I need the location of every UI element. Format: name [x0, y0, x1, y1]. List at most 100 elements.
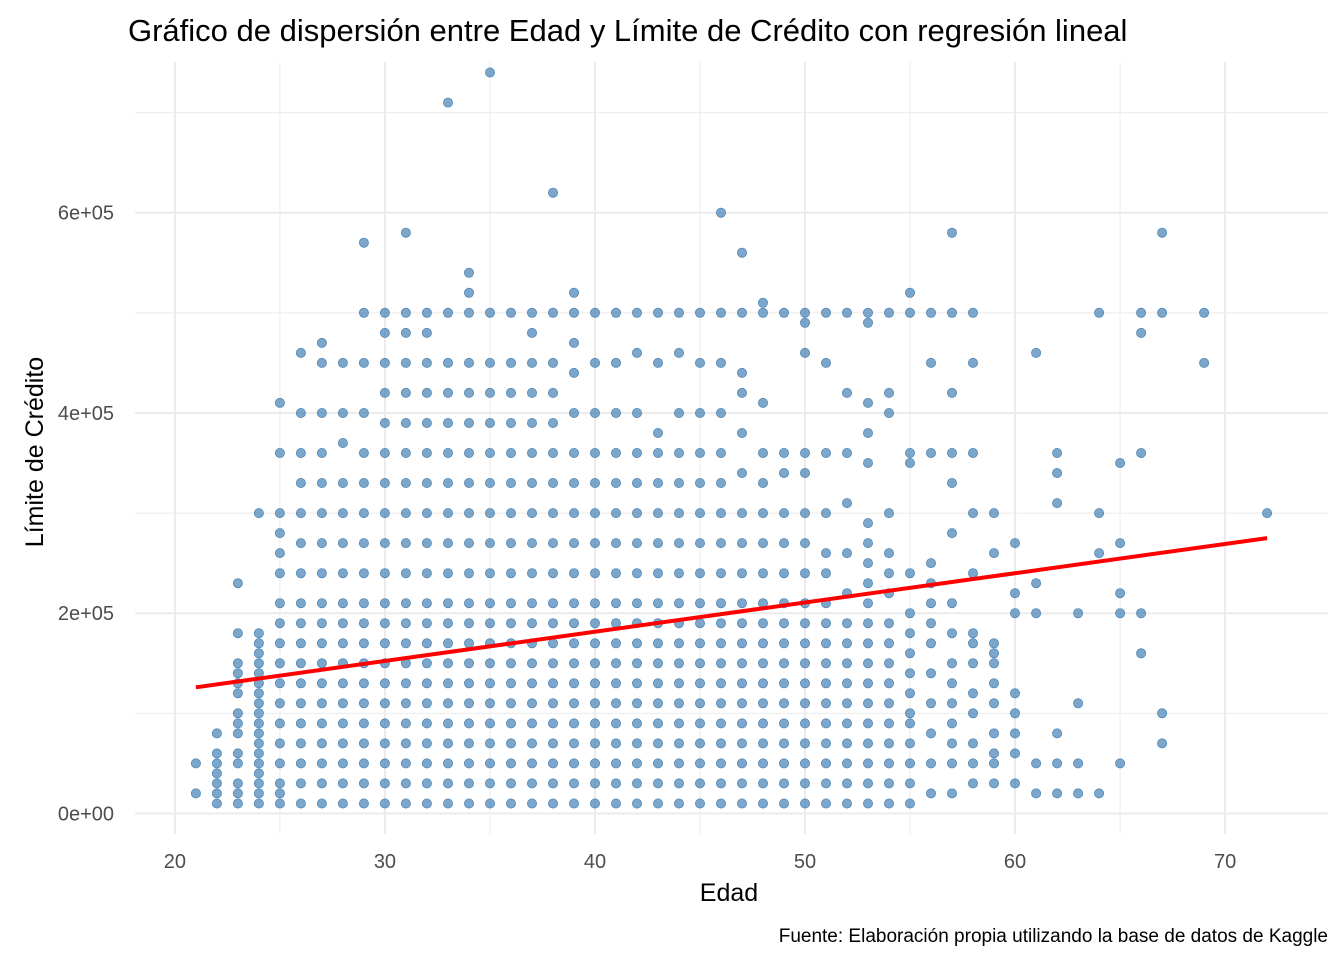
- data-point: [968, 307, 979, 318]
- data-point: [695, 407, 706, 418]
- data-point: [232, 718, 243, 729]
- data-point: [421, 538, 432, 549]
- data-point: [632, 347, 643, 358]
- data-point: [505, 778, 516, 789]
- data-point: [358, 618, 369, 629]
- data-point: [316, 758, 327, 769]
- data-point: [337, 538, 348, 549]
- data-point: [295, 658, 306, 669]
- data-point: [947, 758, 958, 769]
- y-tick-label: 2e+05: [58, 603, 114, 625]
- data-point: [758, 447, 769, 458]
- data-point: [800, 638, 811, 649]
- data-point: [569, 618, 580, 629]
- data-point: [274, 788, 285, 799]
- data-point: [1031, 347, 1042, 358]
- data-point: [590, 658, 601, 669]
- data-point: [295, 678, 306, 689]
- data-point: [548, 658, 559, 669]
- data-point: [779, 658, 790, 669]
- data-point: [505, 718, 516, 729]
- data-point: [527, 678, 538, 689]
- data-point: [611, 598, 622, 609]
- data-point: [842, 678, 853, 689]
- data-point: [358, 407, 369, 418]
- data-point: [463, 678, 474, 689]
- data-point: [863, 538, 874, 549]
- data-point: [253, 698, 264, 709]
- data-point: [863, 658, 874, 669]
- data-point: [758, 758, 769, 769]
- data-point: [779, 738, 790, 749]
- data-point: [232, 748, 243, 759]
- data-point: [758, 798, 769, 809]
- data-point: [737, 538, 748, 549]
- data-point: [358, 538, 369, 549]
- data-point: [590, 718, 601, 729]
- data-point: [527, 598, 538, 609]
- data-point: [590, 477, 601, 488]
- data-point: [400, 758, 411, 769]
- data-point: [358, 758, 369, 769]
- data-point: [253, 758, 264, 769]
- data-point: [527, 387, 538, 398]
- data-point: [842, 698, 853, 709]
- data-point: [421, 638, 432, 649]
- data-point: [316, 407, 327, 418]
- data-point: [632, 477, 643, 488]
- data-point: [295, 638, 306, 649]
- data-point: [295, 538, 306, 549]
- data-point: [463, 638, 474, 649]
- data-point: [842, 778, 853, 789]
- data-point: [463, 568, 474, 579]
- data-point: [926, 598, 937, 609]
- y-tick-label: 4e+05: [58, 403, 114, 425]
- data-point: [758, 698, 769, 709]
- data-point: [548, 538, 559, 549]
- data-point: [337, 758, 348, 769]
- data-point: [947, 307, 958, 318]
- regression-line-group: [195, 536, 1268, 690]
- data-point: [211, 798, 222, 809]
- data-point: [548, 417, 559, 428]
- data-point: [484, 447, 495, 458]
- data-point: [863, 578, 874, 589]
- data-point: [1136, 648, 1147, 659]
- data-point: [611, 508, 622, 519]
- data-point: [569, 307, 580, 318]
- data-point: [400, 508, 411, 519]
- data-point: [716, 638, 727, 649]
- data-point: [1136, 327, 1147, 338]
- x-tick-label: 60: [1004, 851, 1026, 873]
- data-point: [337, 618, 348, 629]
- data-point: [968, 447, 979, 458]
- data-point: [842, 798, 853, 809]
- data-point: [1157, 307, 1168, 318]
- data-point: [737, 598, 748, 609]
- data-point: [800, 618, 811, 629]
- data-point: [337, 477, 348, 488]
- data-point: [1010, 608, 1021, 619]
- data-point: [905, 778, 916, 789]
- data-point: [590, 307, 601, 318]
- data-point: [905, 568, 916, 579]
- data-point: [1052, 498, 1063, 509]
- data-point: [379, 678, 390, 689]
- data-point: [590, 357, 601, 368]
- data-point: [295, 798, 306, 809]
- data-point: [211, 748, 222, 759]
- data-point: [737, 798, 748, 809]
- data-point: [421, 508, 432, 519]
- data-point: [253, 798, 264, 809]
- data-point: [463, 778, 474, 789]
- data-point: [484, 538, 495, 549]
- data-point: [695, 658, 706, 669]
- data-point: [632, 447, 643, 458]
- data-point: [1010, 778, 1021, 789]
- data-point: [274, 568, 285, 579]
- data-point: [695, 618, 706, 629]
- data-point: [863, 738, 874, 749]
- data-point: [232, 668, 243, 679]
- data-point: [926, 618, 937, 629]
- data-point: [716, 307, 727, 318]
